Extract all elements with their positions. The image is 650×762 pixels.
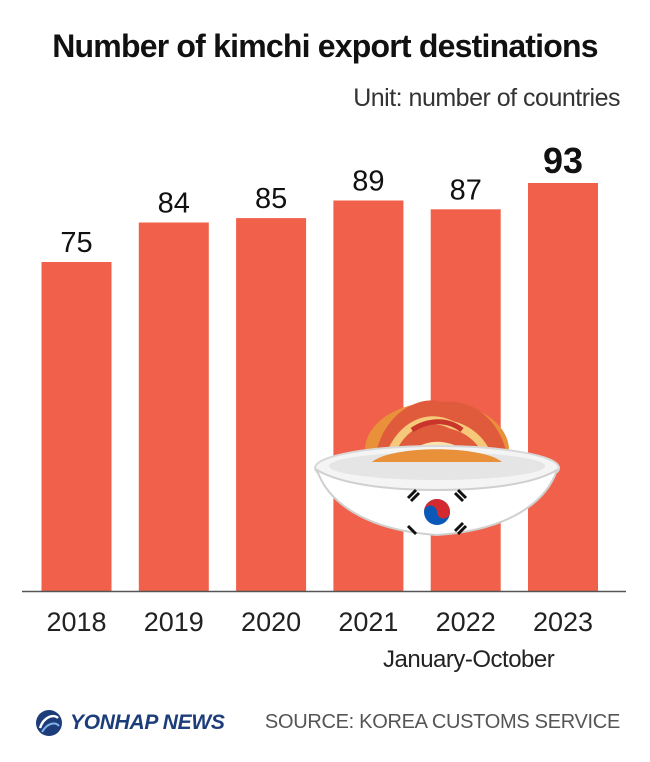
x-tick-2020: 2020 <box>241 607 301 637</box>
data-label-2019: 84 <box>158 188 190 220</box>
footer: YONHAP NEWS SOURCE: KOREA CUSTOMS SERVIC… <box>0 700 650 750</box>
kimchi-bowl-illustration <box>314 400 560 537</box>
x-tick-2023: 2023 <box>533 607 593 637</box>
x-tick-2022: 2022 <box>436 607 496 637</box>
x-tick-2018: 2018 <box>46 607 106 637</box>
x-tick-2019: 2019 <box>144 607 204 637</box>
data-label-2018: 75 <box>60 227 92 259</box>
korean-flag-icon <box>406 488 468 536</box>
data-label-2023: 93 <box>543 140 583 181</box>
brand-name: YONHAP NEWS <box>70 711 225 734</box>
bar-2019 <box>138 222 209 591</box>
bar-chart: 75 2018 84 2019 85 2020 89 2021 87 2022 93 2023 <box>22 140 626 637</box>
data-label-2021: 89 <box>352 166 384 198</box>
bar-2020 <box>236 218 307 591</box>
yonhap-globe-icon <box>36 710 62 736</box>
period-note: January-October <box>383 646 555 673</box>
bar-2023 <box>528 183 598 591</box>
x-tick-2021: 2021 <box>338 607 398 637</box>
data-label-2022: 87 <box>450 174 482 206</box>
chart-title: Number of kimchi export destinations <box>52 28 598 64</box>
brand-logo: YONHAP NEWS <box>34 708 225 738</box>
bar-2018 <box>41 262 112 591</box>
unit-label: Unit: number of countries <box>353 84 620 112</box>
source-note: SOURCE: KOREA CUSTOMS SERVICE <box>264 711 620 733</box>
data-label-2020: 85 <box>255 183 287 215</box>
